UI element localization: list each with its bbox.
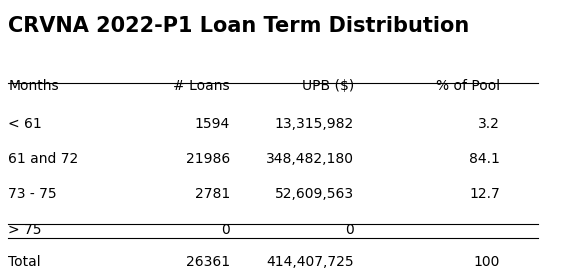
Text: 3.2: 3.2 [478, 117, 500, 131]
Text: 21986: 21986 [186, 152, 230, 166]
Text: 414,407,725: 414,407,725 [267, 255, 354, 269]
Text: 0: 0 [345, 223, 354, 237]
Text: UPB ($): UPB ($) [302, 79, 354, 93]
Text: 13,315,982: 13,315,982 [275, 117, 354, 131]
Text: < 61: < 61 [8, 117, 42, 131]
Text: 84.1: 84.1 [469, 152, 500, 166]
Text: 100: 100 [474, 255, 500, 269]
Text: > 75: > 75 [8, 223, 42, 237]
Text: 61 and 72: 61 and 72 [8, 152, 79, 166]
Text: 348,482,180: 348,482,180 [266, 152, 354, 166]
Text: Total: Total [8, 255, 41, 269]
Text: 73 - 75: 73 - 75 [8, 187, 57, 201]
Text: # Loans: # Loans [173, 79, 230, 93]
Text: 52,609,563: 52,609,563 [275, 187, 354, 201]
Text: 26361: 26361 [186, 255, 230, 269]
Text: % of Pool: % of Pool [436, 79, 500, 93]
Text: Months: Months [8, 79, 59, 93]
Text: 0: 0 [221, 223, 230, 237]
Text: CRVNA 2022-P1 Loan Term Distribution: CRVNA 2022-P1 Loan Term Distribution [8, 16, 470, 36]
Text: 2781: 2781 [194, 187, 230, 201]
Text: 12.7: 12.7 [469, 187, 500, 201]
Text: 1594: 1594 [194, 117, 230, 131]
